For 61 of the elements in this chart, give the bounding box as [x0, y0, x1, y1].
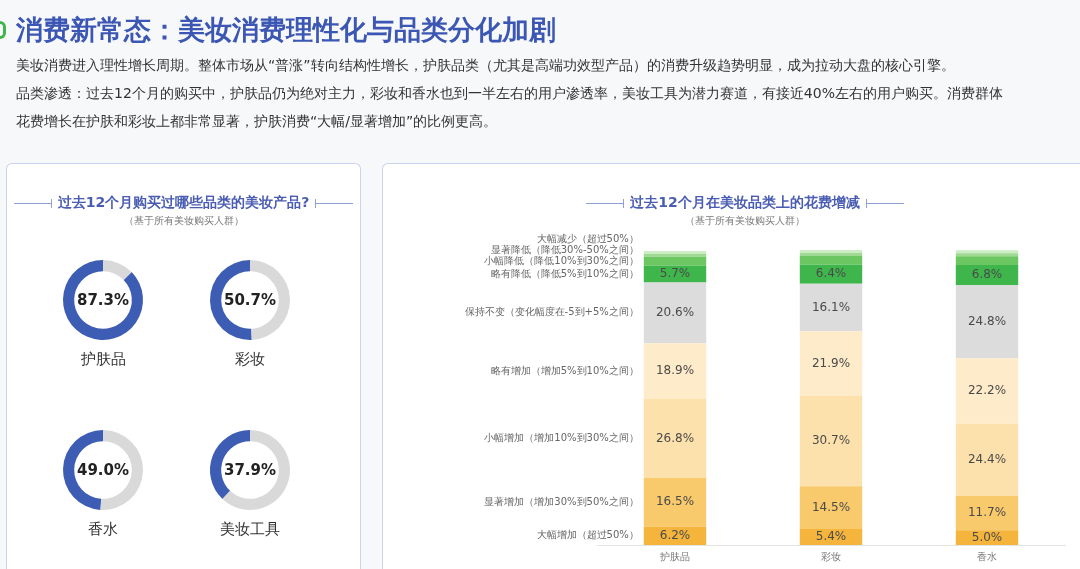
data-label: 18.9%	[655, 363, 695, 378]
data-label: 6.8%	[971, 267, 1003, 282]
data-label: 37.9%	[223, 460, 277, 479]
data-label: 24.4%	[967, 451, 1007, 466]
data-label: 49.0%	[76, 460, 130, 479]
text: 美妆消费进入理性增长周期。整体市场从“普涨”转向结构性增长，护肤品类（尤其是高端功效型产品）的消费升级趋势明显，成为拉动大盘的核心引擎。	[16, 56, 955, 75]
bar	[955, 285, 1019, 359]
bar	[955, 358, 1019, 424]
series-label: 略有降低（降低5%到10%之间）	[490, 267, 639, 279]
data-label: 24.8%	[967, 313, 1007, 328]
text: 花费增长在护肤和彩妆上都非常显著，护肤消费“大幅/显著增加”的比例更高。	[16, 112, 498, 131]
data-label: 30.7%	[811, 433, 851, 448]
text: 美妆工具	[220, 519, 280, 538]
x-tick-label: 香水	[977, 550, 997, 562]
text: （基于所有美妆购买人群）	[123, 214, 244, 228]
bar	[799, 283, 863, 332]
data-label: 50.7%	[223, 290, 277, 309]
text: 过去12个月购买过哪些品类的美妆产品?	[57, 194, 310, 212]
data-label: 16.1%	[811, 299, 851, 314]
chart-title: 过去12个月在美妆品类上的花费增减	[630, 194, 860, 212]
data-label: 5.0%	[971, 529, 1003, 544]
data-label: 87.3%	[76, 290, 130, 309]
bar	[955, 423, 1019, 496]
text: 彩妆	[235, 349, 265, 368]
data-label: 6.2%	[659, 527, 691, 542]
x-tick-label: 护肤品	[659, 550, 690, 562]
chart-subtitle: （基于所有美妆购买人群）	[685, 214, 805, 228]
series-label: 小幅降低（降低10%到30%之间）	[484, 254, 639, 266]
data-label: 6.4%	[815, 266, 847, 281]
data-label: 21.9%	[811, 355, 851, 370]
bar	[955, 495, 1019, 531]
bar	[799, 331, 863, 396]
data-label: 26.8%	[655, 430, 695, 445]
series-label: 小幅增加（增加10%到30%之间）	[484, 432, 639, 444]
bar	[643, 282, 707, 344]
series-label: 保持不变（变化幅度在-5到+5%之间）	[464, 306, 639, 318]
series-label: 大幅减少（超过50%）	[536, 232, 639, 244]
bar	[799, 255, 863, 265]
data-label: 16.5%	[655, 494, 695, 509]
bar	[643, 343, 707, 399]
series-label: 大幅增加（超过50%）	[536, 529, 639, 541]
series-label: 显著增加（增加30%到50%之间）	[484, 495, 639, 507]
data-label: 11.7%	[967, 505, 1007, 520]
data-label: 22.2%	[967, 383, 1007, 398]
bar	[955, 256, 1019, 266]
x-tick-label: 彩妆	[821, 550, 841, 562]
text: 品类渗透：过去12个月的购买中，护肤品仍为绝对主力，彩妆和香水也到一半左右的用户渗透率，美妆工具为潜力赛道，有接近40%左右的用户购买。消费群体	[16, 84, 1003, 103]
bar	[643, 256, 707, 266]
series-label: 略有增加（增加5%到10%之间）	[490, 364, 639, 376]
data-label: 5.7%	[659, 266, 691, 281]
bar	[643, 478, 707, 527]
data-label: 14.5%	[811, 499, 851, 514]
bar	[799, 395, 863, 487]
series-label: 显著降低（降低30%-50%之间）	[490, 243, 639, 255]
data-label: 5.4%	[815, 529, 847, 544]
text: 消费新常态：美妆消费理性化与品类分化加剧	[16, 13, 556, 47]
bar	[799, 486, 863, 530]
data-label: 20.6%	[655, 304, 695, 319]
text: 护肤品	[79, 349, 126, 368]
text: 香水	[88, 519, 118, 538]
bar	[643, 398, 707, 479]
